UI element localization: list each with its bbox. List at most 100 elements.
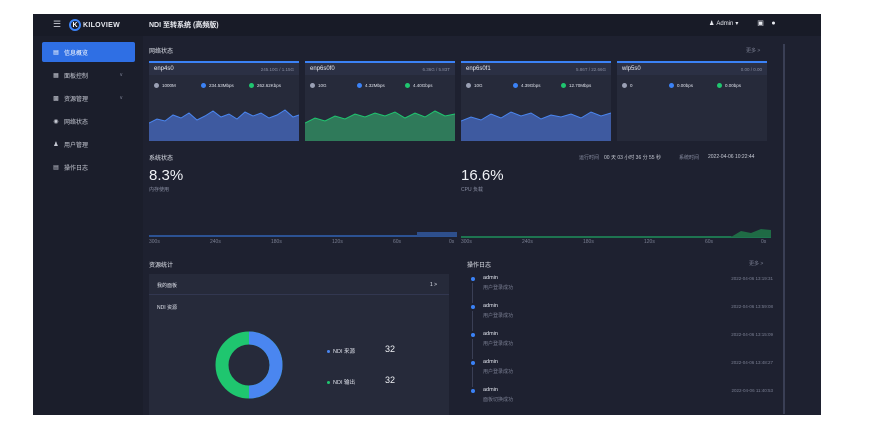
- cpu-label: CPU 负载: [461, 187, 483, 193]
- user-icon: ♟: [709, 21, 715, 27]
- network-card-header: enp6s0f1 5.86T / 22.66G: [461, 61, 611, 75]
- interface-name: enp4s0: [154, 66, 174, 72]
- interface-name: wlp5s0: [622, 66, 641, 72]
- resource-icon: ▩: [53, 95, 59, 102]
- network-more-link[interactable]: 更多 >: [746, 48, 761, 54]
- cpu-area: [731, 229, 771, 237]
- network-card-header: wlp5s0 0.00 / 0.00: [617, 61, 767, 75]
- resources-title: 资源统计: [149, 263, 174, 269]
- interface-usage: 6.36G / 5.83T: [422, 67, 450, 72]
- traffic-area: [149, 110, 299, 141]
- upload-rate: 4.39Gbps: [513, 83, 541, 88]
- axis-tick-label: 60s: [393, 239, 402, 245]
- axis-tick-label: 0s: [449, 239, 455, 245]
- sidebar-item-panel-control[interactable]: ▦ 面板控制 ∨: [42, 65, 135, 85]
- timeline-line: [472, 311, 473, 331]
- link-speed: 10G: [310, 83, 327, 88]
- axis-tick-label: 240s: [210, 239, 221, 245]
- output-label: NDI 输出: [333, 380, 356, 386]
- upload-rate-value: 4.32Mbps: [365, 83, 385, 88]
- my-panels-count: 1 >: [430, 282, 438, 288]
- network-card[interactable]: enp4s0 245.10G / 1.15G 1000M 234.53Mbps 262.…: [149, 61, 299, 141]
- memory-label: 内存使用: [149, 187, 170, 193]
- timeline-dot: [471, 361, 475, 365]
- log-time: 2022-04-06 13:59:08: [731, 304, 773, 309]
- axis-tick-label: 120s: [644, 239, 655, 245]
- download-rate: 262.62Kbps: [249, 83, 281, 88]
- ndi-resources-label: NDI 资源: [157, 305, 178, 311]
- upload-icon: [669, 83, 674, 88]
- traffic-chart: [149, 109, 299, 141]
- uptime-label: 运行时间: [579, 155, 600, 161]
- ndi-donut-chart: [215, 331, 283, 399]
- info-icon[interactable]: ●: [771, 20, 776, 27]
- log-time: 2022-04-06 11:40:53: [731, 388, 773, 393]
- link-speed: 1000M: [154, 83, 176, 88]
- log-entry: admin 用户登录成功 2022-04-06 13:48:27: [467, 359, 773, 387]
- scrollbar[interactable]: [783, 44, 785, 414]
- memory-area: [417, 232, 457, 236]
- download-rate: 12.70Mbps: [561, 83, 591, 88]
- sidebar-item-label: 操作日志: [64, 165, 89, 172]
- log-user: admin: [483, 303, 498, 309]
- network-stats: 10G 4.39Gbps 12.70Mbps: [461, 83, 611, 91]
- source-value: 32: [385, 344, 396, 354]
- network-card-header: enp4s0 245.10G / 1.15G: [149, 61, 299, 75]
- download-rate-value: 0.00bps: [725, 83, 742, 88]
- speed-icon: [154, 83, 159, 88]
- download-rate: 0.00bps: [717, 83, 741, 88]
- sidebar-item-network[interactable]: ◉ 网络状态: [42, 111, 135, 131]
- axis-tick-label: 300s: [149, 239, 160, 245]
- sidebar-item-label: 用户管理: [64, 142, 89, 149]
- menu-icon[interactable]: ☰: [53, 19, 62, 29]
- traffic-area: [461, 112, 611, 141]
- sidebar-item-users[interactable]: ♟ 用户管理: [42, 134, 135, 154]
- traffic-chart: [305, 110, 455, 141]
- log-time: 2022-04-06 13:15:09: [731, 332, 773, 337]
- log-icon: ▤: [53, 164, 59, 171]
- interface-name: enp6s0f0: [310, 66, 335, 72]
- link-speed-value: 0: [630, 83, 633, 88]
- traffic-chart: [461, 111, 611, 141]
- upload-rate-value: 0.00bps: [677, 83, 694, 88]
- dashboard-icon: ▤: [53, 49, 59, 56]
- sidebar-item-logs[interactable]: ▤ 操作日志: [42, 157, 135, 177]
- network-title: 网络状态: [149, 49, 174, 55]
- interface-usage: 0.00 / 0.00: [740, 67, 762, 72]
- log-message: 用户登录成功: [483, 341, 514, 347]
- sidebar-item-overview[interactable]: ▤ 信息概览: [42, 42, 135, 62]
- network-stats: 0 0.00bps 0.00bps: [617, 83, 767, 91]
- download-rate-value: 262.62Kbps: [257, 83, 282, 88]
- download-icon: [717, 83, 722, 88]
- logs-more-link[interactable]: 更多 >: [749, 261, 764, 267]
- upload-rate: 0.00bps: [669, 83, 693, 88]
- log-entry: admin 用户登录成功 2022-04-06 13:19:31: [467, 275, 773, 303]
- sidebar-item-resource[interactable]: ▩ 资源管理 ∨: [42, 88, 135, 108]
- output-value: 32: [385, 375, 396, 385]
- axis-tick-label: 60s: [705, 239, 714, 245]
- log-user: admin: [483, 275, 498, 281]
- link-speed-value: 10G: [318, 83, 327, 88]
- output-color-dot: [327, 380, 330, 384]
- panel-icon: ▦: [53, 72, 59, 79]
- speed-icon: [466, 83, 471, 88]
- logs-title: 操作日志: [467, 263, 492, 269]
- axis-tick-label: 120s: [332, 239, 343, 245]
- my-panels-row[interactable]: 我的面板 1 >: [149, 274, 449, 295]
- interface-usage: 5.86T / 22.66G: [576, 67, 606, 72]
- chat-icon[interactable]: ▣: [757, 20, 764, 27]
- chevron-down-icon: ∨: [119, 95, 123, 101]
- network-card[interactable]: enp6s0f1 5.86T / 22.66G 10G 4.39Gbps 12.70Mb…: [461, 61, 611, 141]
- source-label: NDI 来源: [333, 349, 356, 355]
- download-rate-value: 4.40Gbps: [413, 83, 433, 88]
- log-entry: admin 用户登录成功 2022-04-06 13:15:09: [467, 331, 773, 359]
- network-card[interactable]: enp6s0f0 6.36G / 5.83T 10G 4.32Mbps 4.40Gbps: [305, 61, 455, 141]
- upload-rate: 4.32Mbps: [357, 83, 385, 88]
- user-menu[interactable]: ♟ Admin ▾: [709, 20, 738, 28]
- system-title: 系统状态: [149, 156, 174, 162]
- network-card[interactable]: wlp5s0 0.00 / 0.00 0 0.00bps 0.00bps: [617, 61, 767, 141]
- legend-ndi-source: NDI 来源: [327, 347, 355, 355]
- app-title: NDI 至转系统 (高频版): [149, 22, 219, 29]
- app-window: ☰ K KILOVIEW NDI 至转系统 (高频版) ♟ Admin ▾ ▣ …: [33, 14, 821, 415]
- user-name: Admin: [716, 20, 734, 27]
